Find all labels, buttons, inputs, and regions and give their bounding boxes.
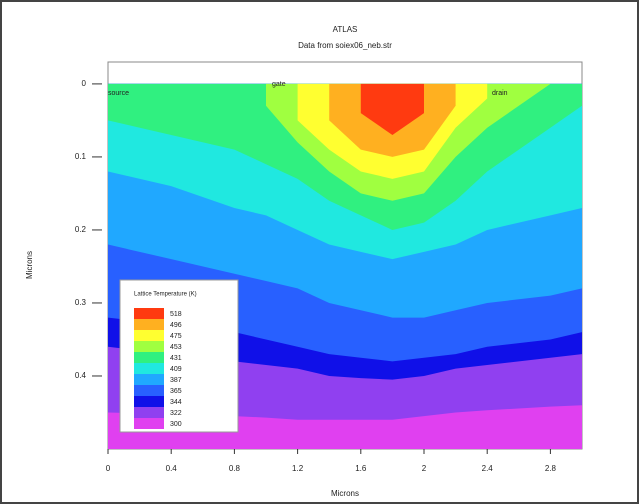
legend-swatch	[134, 341, 164, 352]
x-tick-label: 2.8	[545, 464, 557, 473]
legend-label: 431	[170, 355, 182, 362]
legend-swatch	[134, 418, 164, 429]
legend-label: 365	[170, 388, 182, 395]
legend-label: 453	[170, 344, 182, 351]
legend-label: 518	[170, 311, 182, 318]
legend-swatch	[134, 407, 164, 418]
x-tick-label: 2	[422, 464, 427, 473]
chart-subtitle: Data from soiex06_neb.str	[298, 41, 392, 50]
x-tick-label: 1.2	[292, 464, 304, 473]
legend-swatch	[134, 385, 164, 396]
legend-label: 387	[170, 377, 182, 384]
legend-title: Lattice Temperature (K)	[134, 292, 197, 298]
annotation: gate	[272, 81, 286, 88]
y-tick-label: 0	[82, 79, 87, 88]
legend-swatch	[134, 319, 164, 330]
x-axis-label: Microns	[331, 489, 359, 498]
legend-label: 409	[170, 366, 182, 373]
y-tick-label: 0.4	[75, 371, 87, 380]
legend-label: 496	[170, 322, 182, 329]
y-tick-label: 0.3	[75, 298, 87, 307]
contour-band	[360, 83, 424, 136]
chart-title: ATLAS	[333, 25, 358, 34]
x-tick-label: 2.4	[482, 464, 494, 473]
legend-swatch	[134, 396, 164, 407]
y-tick-label: 0.1	[75, 152, 87, 161]
legend-swatch	[134, 374, 164, 385]
y-axis-label: Microns	[25, 251, 34, 279]
legend-label: 322	[170, 410, 182, 417]
x-tick-label: 0	[106, 464, 111, 473]
x-tick-label: 1.6	[355, 464, 367, 473]
legend-swatch	[134, 352, 164, 363]
annotation: source	[108, 90, 129, 97]
legend-swatch	[134, 363, 164, 374]
legend-swatch	[134, 308, 164, 319]
x-tick-label: 0.8	[229, 464, 241, 473]
legend-label: 475	[170, 333, 182, 340]
legend-label: 300	[170, 421, 182, 428]
x-tick-label: 0.4	[166, 464, 178, 473]
legend-label: 344	[170, 399, 182, 406]
legend-swatch	[134, 330, 164, 341]
y-tick-label: 0.2	[75, 225, 87, 234]
annotation: drain	[492, 90, 508, 97]
